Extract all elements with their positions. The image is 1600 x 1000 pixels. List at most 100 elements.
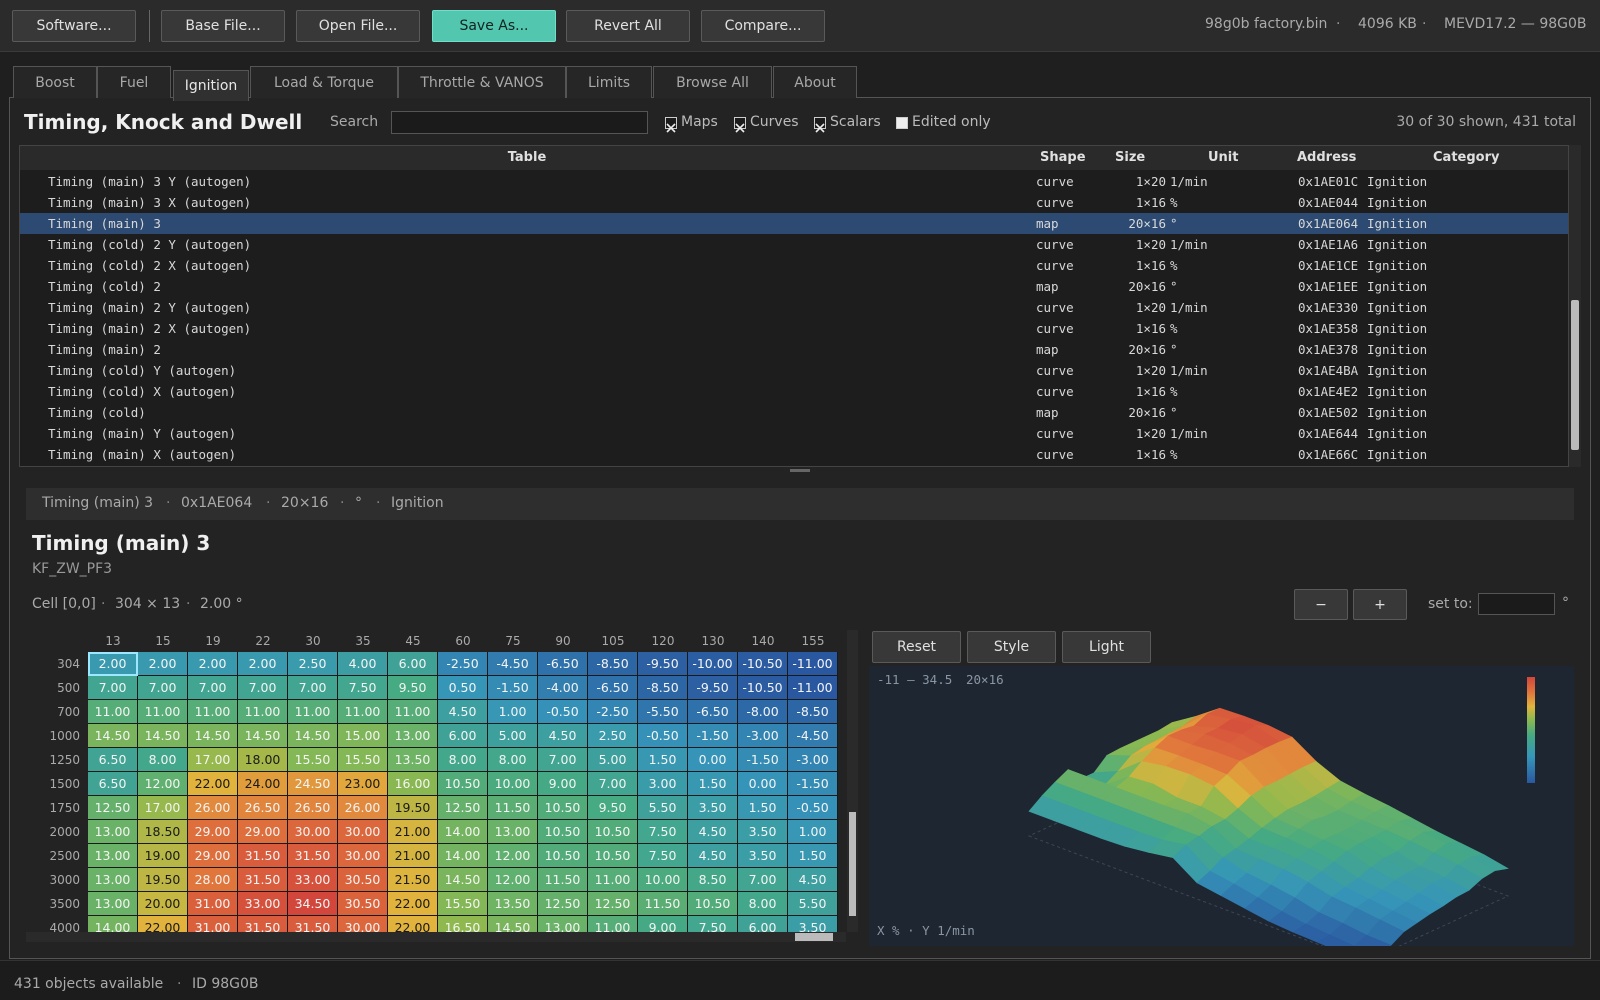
- grid-cell[interactable]: 11.50: [538, 868, 588, 892]
- grid-cell[interactable]: 15.50: [438, 892, 488, 916]
- grid-cell[interactable]: 6.50: [88, 772, 138, 796]
- grid-cell[interactable]: 11.00: [88, 700, 138, 724]
- grid-cell[interactable]: 4.50: [438, 700, 488, 724]
- grid-cell[interactable]: -10.50: [738, 652, 788, 676]
- grid-cell[interactable]: 7.50: [638, 820, 688, 844]
- grid-cell[interactable]: 5.50: [638, 796, 688, 820]
- grid-cell[interactable]: 12.50: [438, 796, 488, 820]
- grid-cell[interactable]: -6.50: [688, 700, 738, 724]
- grid-cell[interactable]: 24.00: [238, 772, 288, 796]
- grid-cell[interactable]: -4.00: [538, 676, 588, 700]
- grid-cell[interactable]: 21.50: [388, 868, 438, 892]
- toolbar-button[interactable]: Compare...: [701, 10, 825, 42]
- grid-cell[interactable]: 7.50: [688, 916, 738, 932]
- grid-cell[interactable]: 24.50: [288, 772, 338, 796]
- grid-cell[interactable]: 4.50: [688, 844, 738, 868]
- grid-cell[interactable]: 31.50: [288, 844, 338, 868]
- view-button[interactable]: Reset: [872, 631, 961, 663]
- grid-cell[interactable]: 2.00: [238, 652, 288, 676]
- grid-cell[interactable]: 15.50: [338, 748, 388, 772]
- grid-cell[interactable]: -4.50: [488, 652, 538, 676]
- grid-cell[interactable]: 12.00: [488, 844, 538, 868]
- set-to-input[interactable]: [1478, 593, 1555, 615]
- grid-cell[interactable]: 22.00: [188, 772, 238, 796]
- grid-cell[interactable]: -10.50: [738, 676, 788, 700]
- grid-cell[interactable]: 1.50: [738, 796, 788, 820]
- grid-cell[interactable]: 1.00: [788, 820, 838, 844]
- grid-cell[interactable]: 31.50: [288, 916, 338, 932]
- grid-cell[interactable]: 1.00: [488, 700, 538, 724]
- tab[interactable]: Browse All: [653, 66, 772, 98]
- grid-cell[interactable]: 26.00: [338, 796, 388, 820]
- grid-cell[interactable]: -6.50: [588, 676, 638, 700]
- grid-cell[interactable]: 14.00: [438, 820, 488, 844]
- grid-cell[interactable]: 34.50: [288, 892, 338, 916]
- grid-cell[interactable]: -6.50: [538, 652, 588, 676]
- grid-cell[interactable]: 8.50: [688, 868, 738, 892]
- grid-cell[interactable]: -1.50: [738, 748, 788, 772]
- grid-cell[interactable]: 31.50: [238, 916, 288, 932]
- grid-cell[interactable]: 29.00: [238, 820, 288, 844]
- grid-cell[interactable]: 20.00: [138, 892, 188, 916]
- grid-cell[interactable]: 22.00: [388, 916, 438, 932]
- grid-cell[interactable]: 30.50: [338, 892, 388, 916]
- tab[interactable]: Fuel: [97, 66, 171, 98]
- grid-cell[interactable]: 7.50: [338, 676, 388, 700]
- grid-cell[interactable]: 1.50: [788, 844, 838, 868]
- grid-cell[interactable]: 13.00: [88, 844, 138, 868]
- grid-cell[interactable]: 3.50: [738, 844, 788, 868]
- grid-cell[interactable]: 10.00: [488, 772, 538, 796]
- grid-cell[interactable]: 12.50: [538, 892, 588, 916]
- grid-cell[interactable]: 7.00: [238, 676, 288, 700]
- grid-cell[interactable]: -9.50: [638, 652, 688, 676]
- grid-cell[interactable]: 7.00: [138, 676, 188, 700]
- grid-cell[interactable]: 11.50: [488, 796, 538, 820]
- checkbox[interactable]: [665, 117, 677, 133]
- grid-cell[interactable]: -0.50: [538, 700, 588, 724]
- grid-cell[interactable]: -4.50: [788, 724, 838, 748]
- grid-cell[interactable]: 23.00: [338, 772, 388, 796]
- grid-cell[interactable]: 14.50: [488, 916, 538, 932]
- grid-cell[interactable]: 3.00: [638, 772, 688, 796]
- grid-cell[interactable]: 19.00: [138, 844, 188, 868]
- grid-cell[interactable]: 3.50: [788, 916, 838, 932]
- grid-cell[interactable]: 0.00: [688, 748, 738, 772]
- tab[interactable]: Limits: [566, 66, 652, 98]
- grid-cell[interactable]: 2.00: [188, 652, 238, 676]
- grid-cell[interactable]: 15.00: [338, 724, 388, 748]
- grid-cell[interactable]: -8.50: [788, 700, 838, 724]
- grid-cell[interactable]: 10.50: [538, 844, 588, 868]
- grid-cell[interactable]: 13.00: [538, 916, 588, 932]
- grid-cell[interactable]: 22.00: [388, 892, 438, 916]
- grid-cell[interactable]: 11.00: [338, 700, 388, 724]
- grid-cell[interactable]: 4.50: [688, 820, 738, 844]
- grid-cell[interactable]: 0.50: [438, 676, 488, 700]
- grid-cell[interactable]: -5.50: [638, 700, 688, 724]
- table-row[interactable]: [20, 213, 1568, 234]
- grid-cell[interactable]: 12.00: [488, 868, 538, 892]
- grid-cell[interactable]: 4.50: [538, 724, 588, 748]
- grid-cell[interactable]: 14.50: [238, 724, 288, 748]
- toolbar-button[interactable]: Save As...: [432, 10, 556, 42]
- grid-cell[interactable]: 19.50: [138, 868, 188, 892]
- grid-cell[interactable]: -2.50: [588, 700, 638, 724]
- grid-cell[interactable]: 10.50: [438, 772, 488, 796]
- grid-cell[interactable]: 3.50: [688, 796, 738, 820]
- grid-cell[interactable]: 6.00: [738, 916, 788, 932]
- grid-cell[interactable]: 30.00: [338, 820, 388, 844]
- checkbox[interactable]: [814, 117, 826, 133]
- toolbar-button[interactable]: Revert All: [566, 10, 690, 42]
- grid-cell[interactable]: 4.00: [338, 652, 388, 676]
- grid-cell[interactable]: 17.00: [188, 748, 238, 772]
- grid-cell[interactable]: 31.50: [238, 868, 288, 892]
- grid-cell[interactable]: 11.00: [138, 700, 188, 724]
- grid-cell[interactable]: 1.50: [688, 772, 738, 796]
- grid-cell[interactable]: -8.00: [738, 700, 788, 724]
- grid-cell[interactable]: 3.50: [738, 820, 788, 844]
- grid-cell[interactable]: -8.50: [588, 652, 638, 676]
- grid-cell[interactable]: 8.00: [738, 892, 788, 916]
- grid-cell[interactable]: -9.50: [688, 676, 738, 700]
- grid-cell[interactable]: 9.00: [638, 916, 688, 932]
- grid-cell[interactable]: 16.50: [438, 916, 488, 932]
- grid-cell[interactable]: 30.00: [338, 916, 388, 932]
